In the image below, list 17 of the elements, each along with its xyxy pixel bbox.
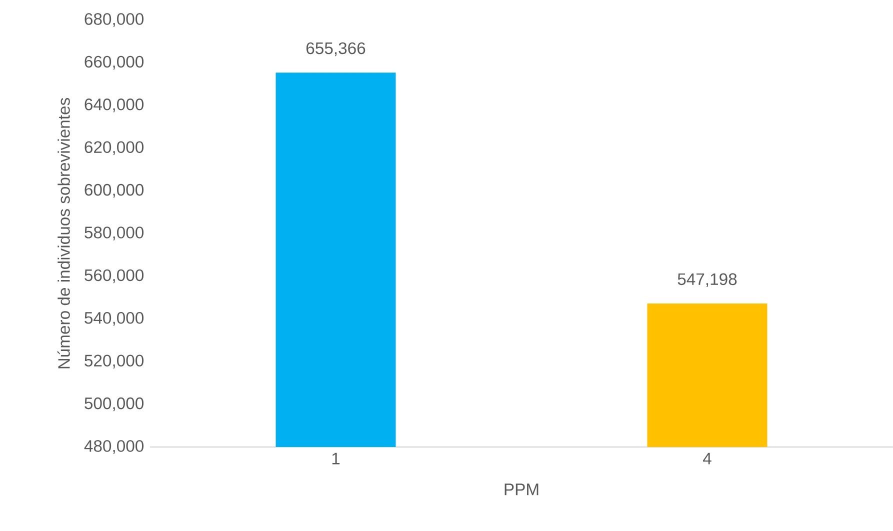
y-tick-label: 680,000	[84, 13, 144, 27]
y-tick-label: 560,000	[84, 269, 144, 284]
y-axis-title: Número de individuos sobrevivientes	[57, 98, 70, 368]
y-tick-label: 600,000	[84, 184, 144, 198]
x-tick-label: 4	[702, 452, 712, 464]
data-label: 655,366	[306, 42, 366, 56]
x-tick-label: 1	[332, 452, 340, 464]
y-tick-label: 660,000	[84, 56, 144, 70]
y-tick-label: 640,000	[84, 98, 144, 112]
y-tick-label: 540,000	[84, 312, 144, 326]
y-tick-label: 500,000	[84, 397, 144, 412]
y-tick-label: 620,000	[84, 141, 144, 155]
y-tick-label: 480,000	[84, 440, 144, 454]
x-axis-title: PPM	[504, 484, 538, 496]
data-label: 547,198	[678, 273, 737, 288]
y-tick-label: 520,000	[84, 354, 144, 368]
y-tick-label: 580,000	[84, 226, 144, 240]
